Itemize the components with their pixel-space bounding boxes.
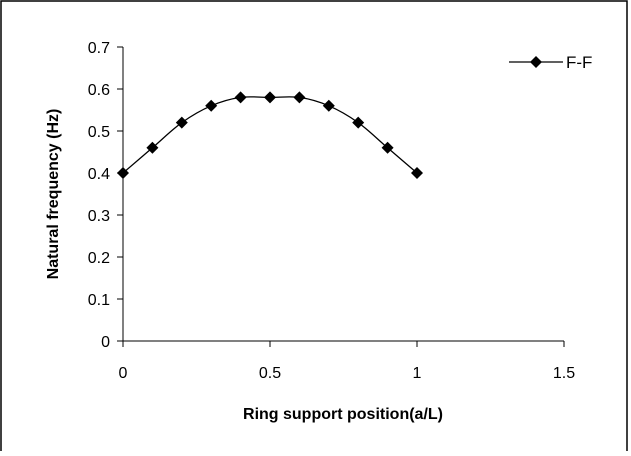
data-point-marker bbox=[264, 91, 276, 104]
legend-label-f-f: F-F bbox=[566, 53, 592, 72]
x-axis-ticks: 0 0.5 1 1.5 bbox=[119, 341, 575, 382]
x-tick-label: 0.5 bbox=[259, 365, 281, 382]
y-tick-label: 0 bbox=[101, 334, 110, 351]
data-point-marker bbox=[381, 141, 394, 154]
x-axis-label: Ring support position(a/L) bbox=[243, 406, 443, 423]
series-markers-f-f bbox=[117, 91, 423, 179]
y-tick-label: 0.2 bbox=[88, 250, 110, 267]
data-point-marker bbox=[352, 116, 365, 129]
data-point-marker bbox=[293, 91, 306, 104]
y-tick-label: 0.7 bbox=[88, 40, 110, 57]
y-tick-label: 0.4 bbox=[88, 166, 110, 183]
data-point-marker bbox=[205, 99, 218, 112]
series-line-f-f bbox=[122, 96, 418, 174]
y-tick-label: 0.5 bbox=[88, 124, 110, 141]
y-tick-label: 0.6 bbox=[88, 82, 110, 99]
data-point-marker bbox=[234, 91, 247, 104]
y-axis-label: Natural frequency (Hz) bbox=[45, 109, 62, 280]
data-point-marker bbox=[322, 99, 335, 112]
legend: F-F bbox=[509, 53, 592, 72]
legend-marker-f-f bbox=[530, 56, 542, 68]
data-point-marker bbox=[175, 116, 188, 129]
y-tick-label: 0.1 bbox=[88, 292, 110, 309]
x-tick-label: 1 bbox=[413, 365, 422, 382]
y-tick-label: 0.3 bbox=[88, 208, 110, 225]
data-point-marker bbox=[411, 167, 423, 179]
data-point-marker bbox=[146, 141, 159, 154]
x-tick-label: 1.5 bbox=[553, 365, 575, 382]
y-axis-ticks: 0 0.1 0.2 0.3 0.4 0.5 0.6 0.7 bbox=[88, 40, 123, 351]
data-point-marker bbox=[117, 167, 129, 179]
x-tick-label: 0 bbox=[119, 365, 128, 382]
